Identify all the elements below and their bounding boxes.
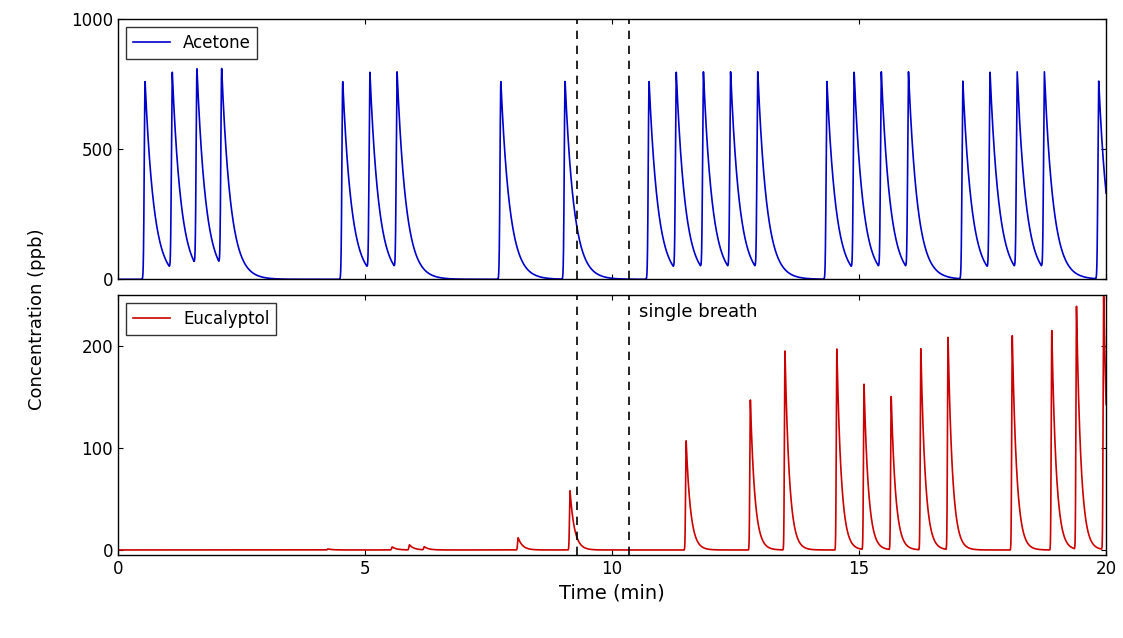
Text: Concentration (ppb): Concentration (ppb) xyxy=(28,228,46,410)
Legend: Eucalyptol: Eucalyptol xyxy=(126,303,276,334)
X-axis label: Time (min): Time (min) xyxy=(559,584,665,602)
Legend: Acetone: Acetone xyxy=(126,27,257,59)
Text: single breath: single breath xyxy=(639,303,758,322)
